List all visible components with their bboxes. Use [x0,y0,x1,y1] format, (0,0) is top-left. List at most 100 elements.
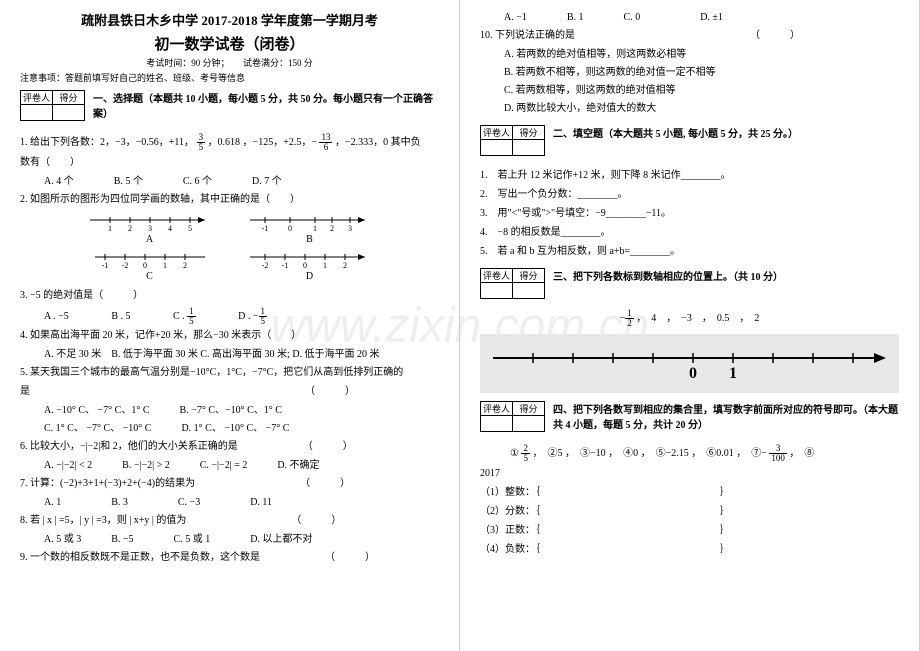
numline-d: -2 -1 0 1 2 D [250,251,370,282]
q1-opts: A. 4 个 B. 5 个 C. 6 个 D. 7 个 [20,174,439,190]
one-label: 1 [729,365,737,382]
q6: 6. 比较大小，−|−2|和 2，他们的大小关系正确的是 （ ） [20,439,439,455]
section4-head: 四、把下列各数写到相应的集合里，填写数字前面所对应的符号即可。（本大题共 4 小… [553,405,898,431]
fill-4: 4. −8 的相反数是________。 [480,225,899,241]
numline-d-svg: -2 -1 0 1 2 [250,251,370,269]
q9: 9. 一个数的相反数既不是正数，也不是负数，这个数是 （ ） [20,550,439,566]
score-col2-3: 得分 [513,269,545,283]
mv1-frac: 12 [625,309,634,328]
q10-a: A. 若两数的绝对值相等，则这两数必相等 [480,47,899,63]
label-a: A [90,234,210,245]
right-column: A. −1 B. 1 C. 0 D. ±1 10. 下列说法正确的是 （ ） A… [460,0,920,651]
q5-opts-a: A. −10° C、 −7° C、1° C B. −7° C、−10° C、1°… [20,403,439,419]
q3-opt-a: A . −5 [44,311,69,322]
numline-a-svg: 1 2 3 4 5 [90,214,210,232]
q2: 2. 如图所示的图形为四位同学画的数轴，其中正确的是（ ） [20,192,439,208]
q1-text-c: ，−2.333，0 其中负 [335,137,421,148]
svg-text:5: 5 [188,224,192,232]
numline-a: 1 2 3 4 5 A [90,214,210,245]
fill-5: 5. 若 a 和 b 互为相反数，则 a+b=________。 [480,244,899,260]
fill-3: 3. 用"<"号或">"号填空：−9________−11。 [480,206,899,222]
score-section-1: 评卷人得分 一、选择题（本题共 10 小题，每小题 5 分，共 50 分。每小题… [20,90,439,125]
exam-time: 考试时间：90 分钟； 试卷满分：150 分 [20,56,439,69]
label-b: B [250,234,370,245]
q8-opts: A. 5 或 3 B. −5 C. 5 或 1 D. 以上都不对 [20,532,439,548]
q4-opts: A. 不足 30 米 B. 低于海平面 30 米 C. 高出海平面 30 米; … [20,347,439,363]
score-col1: 评卷人 [21,91,53,105]
q3-opts: A . −5 B . 5 C . 15 D . −15 [20,307,439,326]
svg-text:0: 0 [143,261,147,269]
numline-b-svg: -1 0 1 2 3 [250,214,370,232]
q5-opts-b: C. 1° C、 −7° C、 −10° C D. 1° C、 −10° C、 … [20,421,439,437]
big-numline: 0 1 [480,334,899,393]
set-3: （3）正数：｛ ｝ [480,523,899,539]
svg-text:2: 2 [343,261,347,269]
score-table-1: 评卷人得分 [20,90,85,121]
svg-text:3: 3 [148,224,152,232]
q9-opts: A. −1 B. 1 C. 0 D. ±1 [480,10,899,26]
score-section-4: 评卷人得分 四、把下列各数写到相应的集合里，填写数字前面所对应的符号即可。（本大… [480,401,899,436]
label-c: C [90,271,210,282]
q10: 10. 下列说法正确的是 （ ） [480,28,899,44]
mv-rest: ， 4 ， −3 ， 0.5 ， 2 [636,313,759,324]
big-numline-svg: 0 1 [488,342,888,382]
q3-opt-c-pre: C . [173,311,187,322]
numline-c-svg: -1 -2 0 1 2 [90,251,210,269]
list-rest-b: ， ⑧ [789,448,814,459]
q10-b: B. 若两数不相等，则这两数的绝对值一定不相等 [480,65,899,81]
number-list: ① 25 ， ②5 ， ③−10 ， ④0 ， ⑤−2.15 ， ⑥0.01 ，… [480,444,899,463]
svg-text:0: 0 [303,261,307,269]
svg-text:-2: -2 [121,261,128,269]
q3: 3. −5 的绝对值是（ ） [20,288,439,304]
q7: 7. 计算：(−2)+3+1+(−3)+2+(−4)的结果为 （ ） [20,476,439,492]
score-col1-3: 评卷人 [481,269,513,283]
n1: ① [510,448,519,459]
q3-frac-c: 15 [187,307,196,326]
score-col2-4: 得分 [513,402,545,416]
svg-text:2: 2 [330,224,334,232]
q7-opts: A. 1 B. 3 C. −3 D. 11 [20,495,439,511]
svg-text:-1: -1 [101,261,108,269]
section1-head: 一、选择题（本题共 10 小题，每小题 5 分，共 50 分。每小题只有一个正确… [93,94,433,120]
score-col1-4: 评卷人 [481,402,513,416]
score-table-3: 评卷人得分 [480,268,545,299]
left-column: 疏附县铁日木乡中学 2017-2018 学年度第一学期月考 初一数学试卷（闭卷）… [0,0,460,651]
set-4: （4）负数：｛ ｝ [480,542,899,558]
svg-text:1: 1 [313,224,317,232]
score-table-2: 评卷人得分 [480,125,545,156]
numline-row1: 1 2 3 4 5 A -1 0 1 2 3 [20,214,439,245]
score-table-4: 评卷人得分 [480,401,545,432]
q4: 4. 如果高出海平面 20 米，记作+20 米，那么−30 米表示（ ） [20,328,439,344]
q10-d: D. 两数比较大小，绝对值大的数大 [480,101,899,117]
section2-head: 二、填空题（本大题共 5 小题, 每小题 5 分，共 25 分。） [553,129,798,140]
q3-opt-b: B . 5 [111,311,130,322]
q8: 8. 若 | x | =5，| y | =3，则 | x+y | 的值为 （ ） [20,513,439,529]
q1-frac-b: 136 [319,133,332,152]
set-1: （1）整数：｛ ｝ [480,485,899,501]
score-section-3: 评卷人得分 三、把下列各数标到数轴相应的位置上。（共 10 分） [480,268,899,303]
title-main: 疏附县铁日木乡中学 2017-2018 学年度第一学期月考 [20,10,439,29]
q1-d: 数有（ ） [20,155,439,171]
set-2: （2）分数：｛ ｝ [480,504,899,520]
q10-c: C. 若两数相等，则这两数的绝对值相等 [480,83,899,99]
q1-text-b: ，0.618 ，−125，+2.5，− [208,137,317,148]
svg-text:2: 2 [128,224,132,232]
score-col2: 得分 [53,91,85,105]
svg-text:1: 1 [323,261,327,269]
svg-text:3: 3 [348,224,352,232]
q5-b: 是 （ ） [20,384,439,400]
q6-opts: A. −|−2| < 2 B. −|−2| > 2 C. −|−2| = 2 D… [20,458,439,474]
numline-row2: -1 -2 0 1 2 C -2 -1 0 1 2 [20,251,439,282]
score-col2-2: 得分 [513,126,545,140]
q3-opt-d-pre: D . − [238,311,258,322]
svg-text:2: 2 [183,261,187,269]
score-col1-2: 评卷人 [481,126,513,140]
zero-label: 0 [689,365,697,382]
list-year: 2017 [480,466,899,482]
section3-head: 三、把下列各数标到数轴相应的位置上。（共 10 分） [553,272,783,283]
svg-text:1: 1 [163,261,167,269]
q1: 1. 给出下列各数：2，−3，−0.56，+11， 35 ，0.618 ，−12… [20,133,439,152]
marked-values: −12 ， 4 ， −3 ， 0.5 ， 2 [480,309,899,328]
list-frac1: 25 [521,444,530,463]
list-rest-a: ， ②5 ， ③−10 ， ④0 ， ⑤−2.15 ， ⑥0.01 ， ⑦− [532,448,766,459]
